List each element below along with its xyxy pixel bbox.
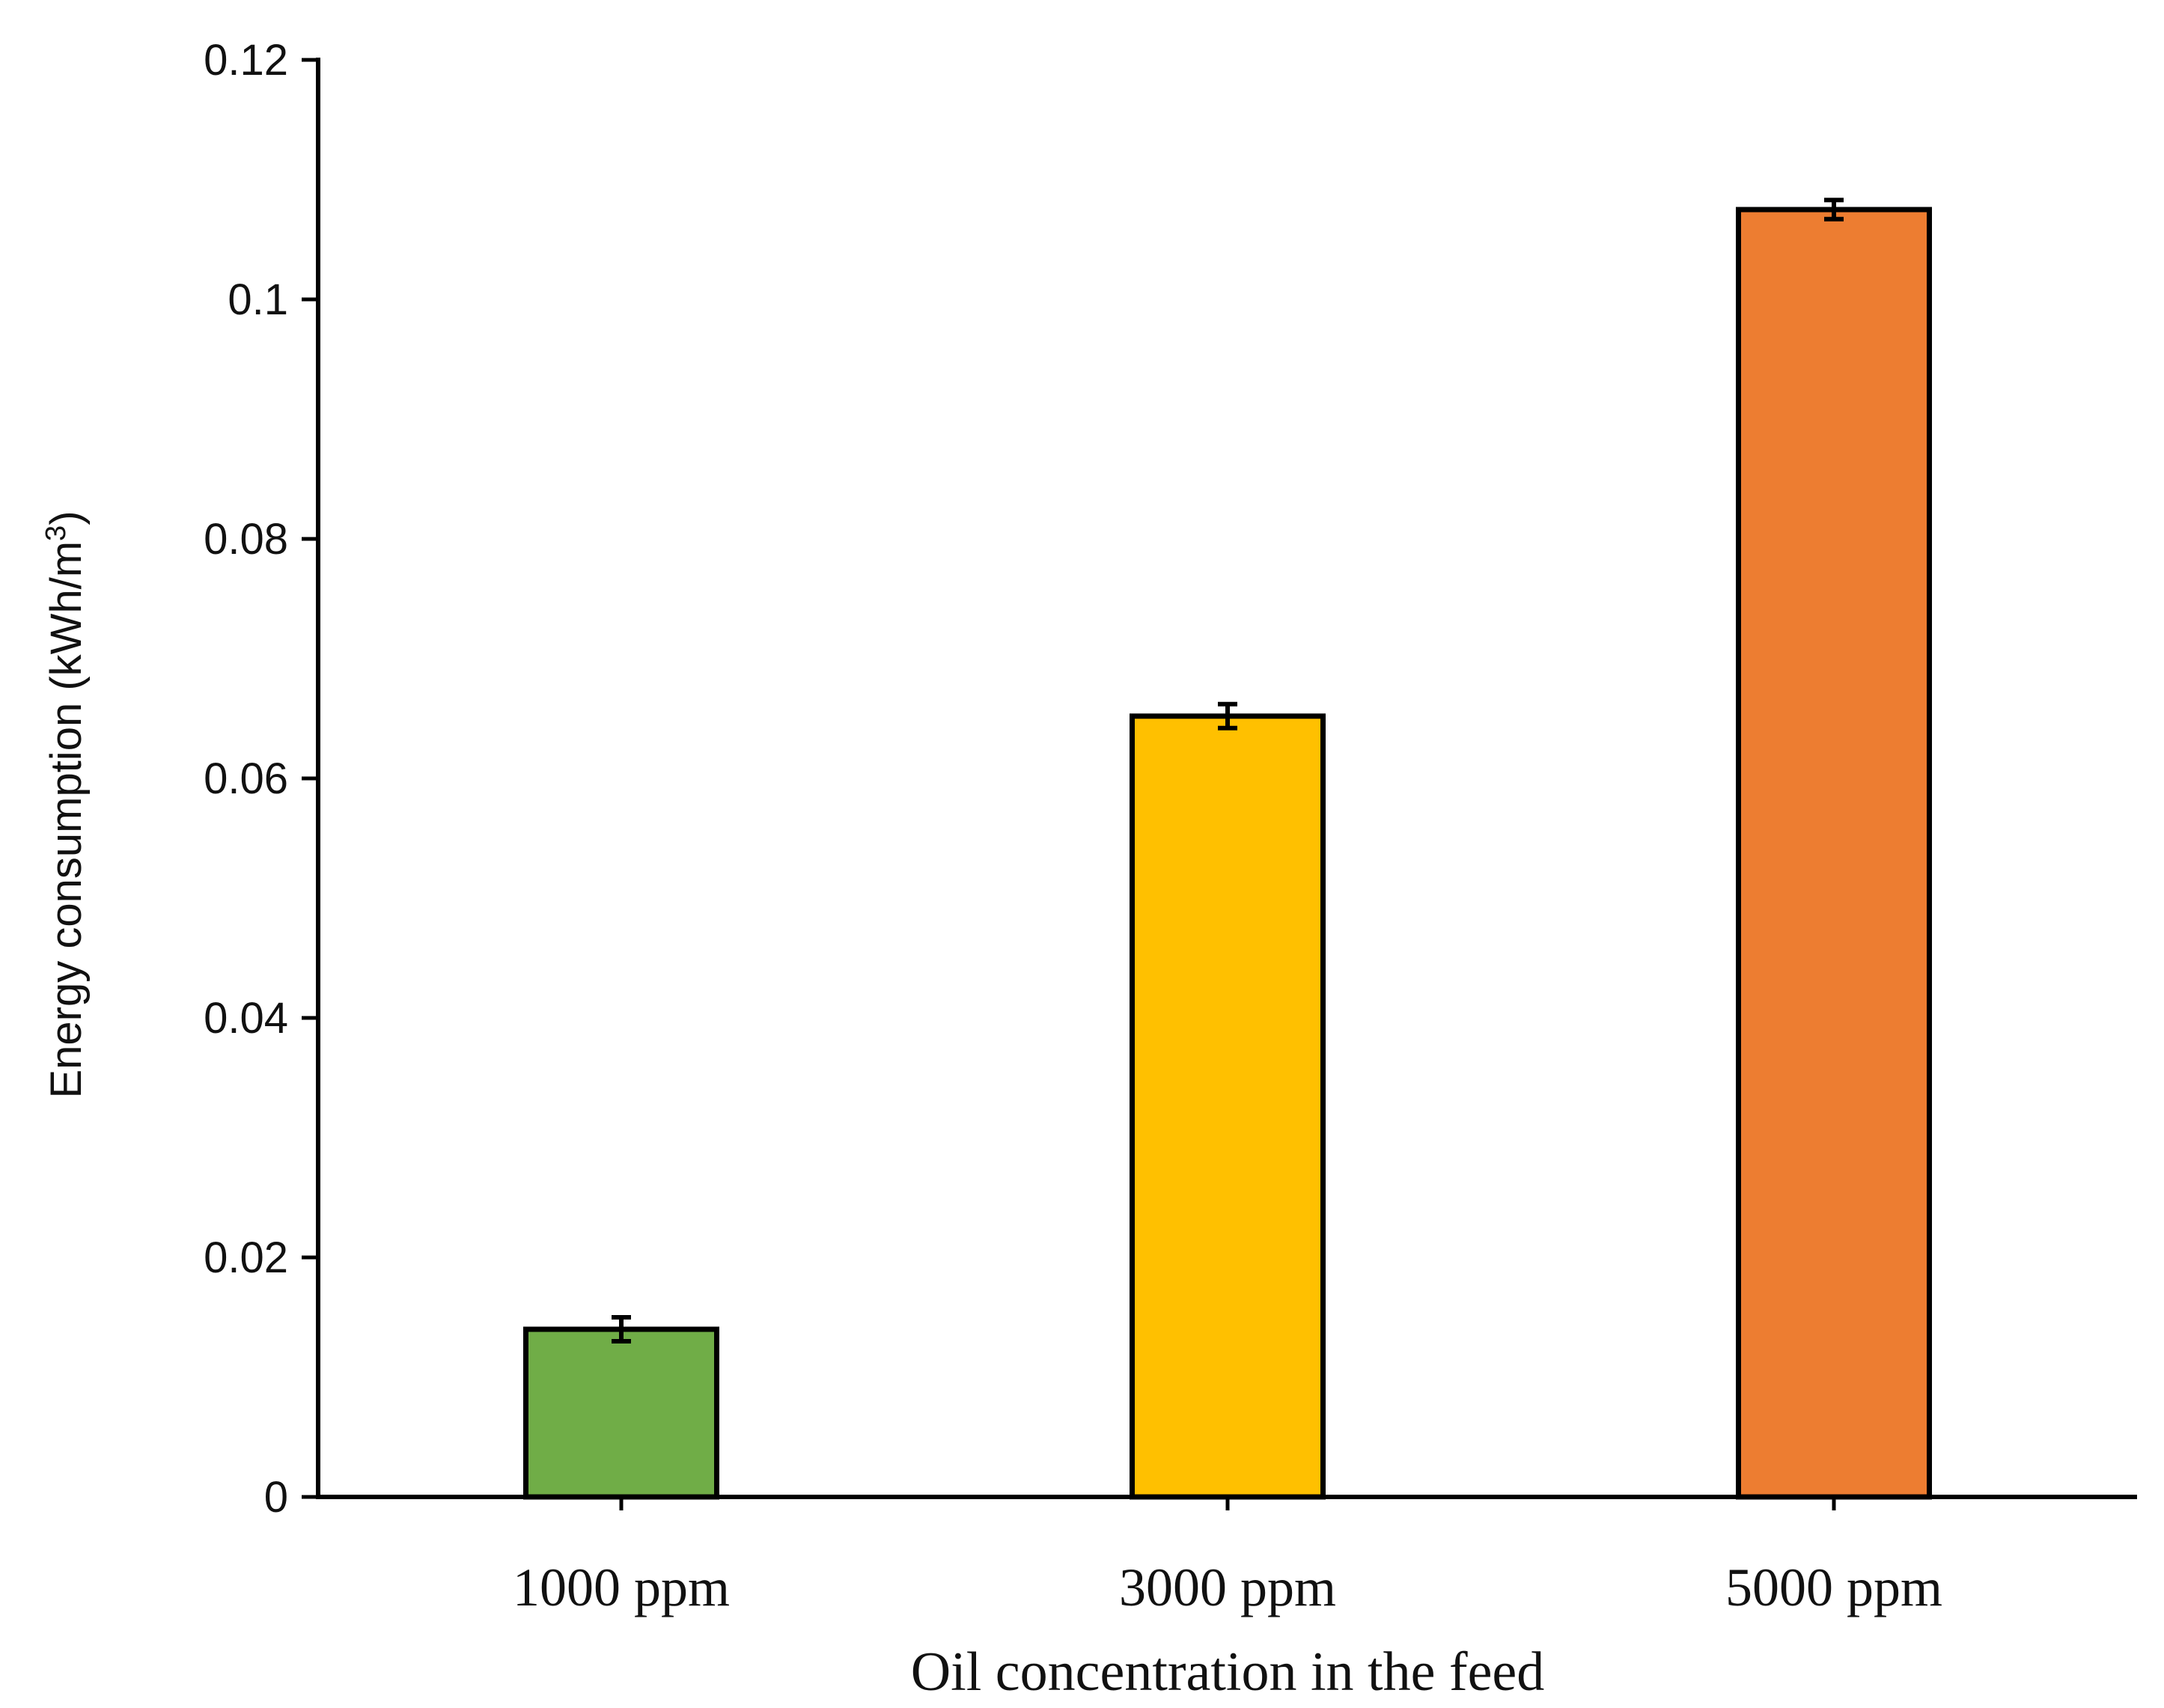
y-tick-label: 0.02 — [204, 1233, 288, 1282]
x-tick-label: 1000 ppm — [513, 1558, 730, 1617]
y-tick-label: 0.04 — [204, 994, 288, 1043]
x-tick-label: 3000 ppm — [1119, 1558, 1336, 1617]
bar — [1736, 207, 1932, 1500]
y-tick-label: 0.1 — [228, 275, 288, 324]
y-axis-title-suffix: ) — [42, 510, 91, 525]
y-axis-title: Energy consumption (kWh/m3) — [40, 510, 91, 1098]
y-axis-title-main: Energy consumption (kWh/m — [42, 541, 91, 1099]
bar — [523, 1326, 719, 1500]
bar — [1130, 713, 1326, 1500]
x-axis-title: Oil concentration in the feed — [911, 1641, 1545, 1703]
y-axis-title-superscript: 3 — [40, 525, 72, 541]
y-tick-label: 0.12 — [204, 36, 288, 85]
error-bars — [612, 198, 1844, 1343]
bars — [523, 207, 1932, 1500]
x-tick-label: 5000 ppm — [1725, 1558, 1942, 1617]
y-tick-label: 0 — [264, 1473, 288, 1522]
y-axis-ticks: 0 0.02 0.04 0.06 0.08 0.1 0.12 — [204, 36, 318, 1522]
y-tick-label: 0.08 — [204, 515, 288, 564]
y-tick-label: 0.06 — [204, 754, 288, 803]
x-axis-ticks: 1000 ppm 3000 ppm 5000 ppm — [513, 1497, 1942, 1617]
